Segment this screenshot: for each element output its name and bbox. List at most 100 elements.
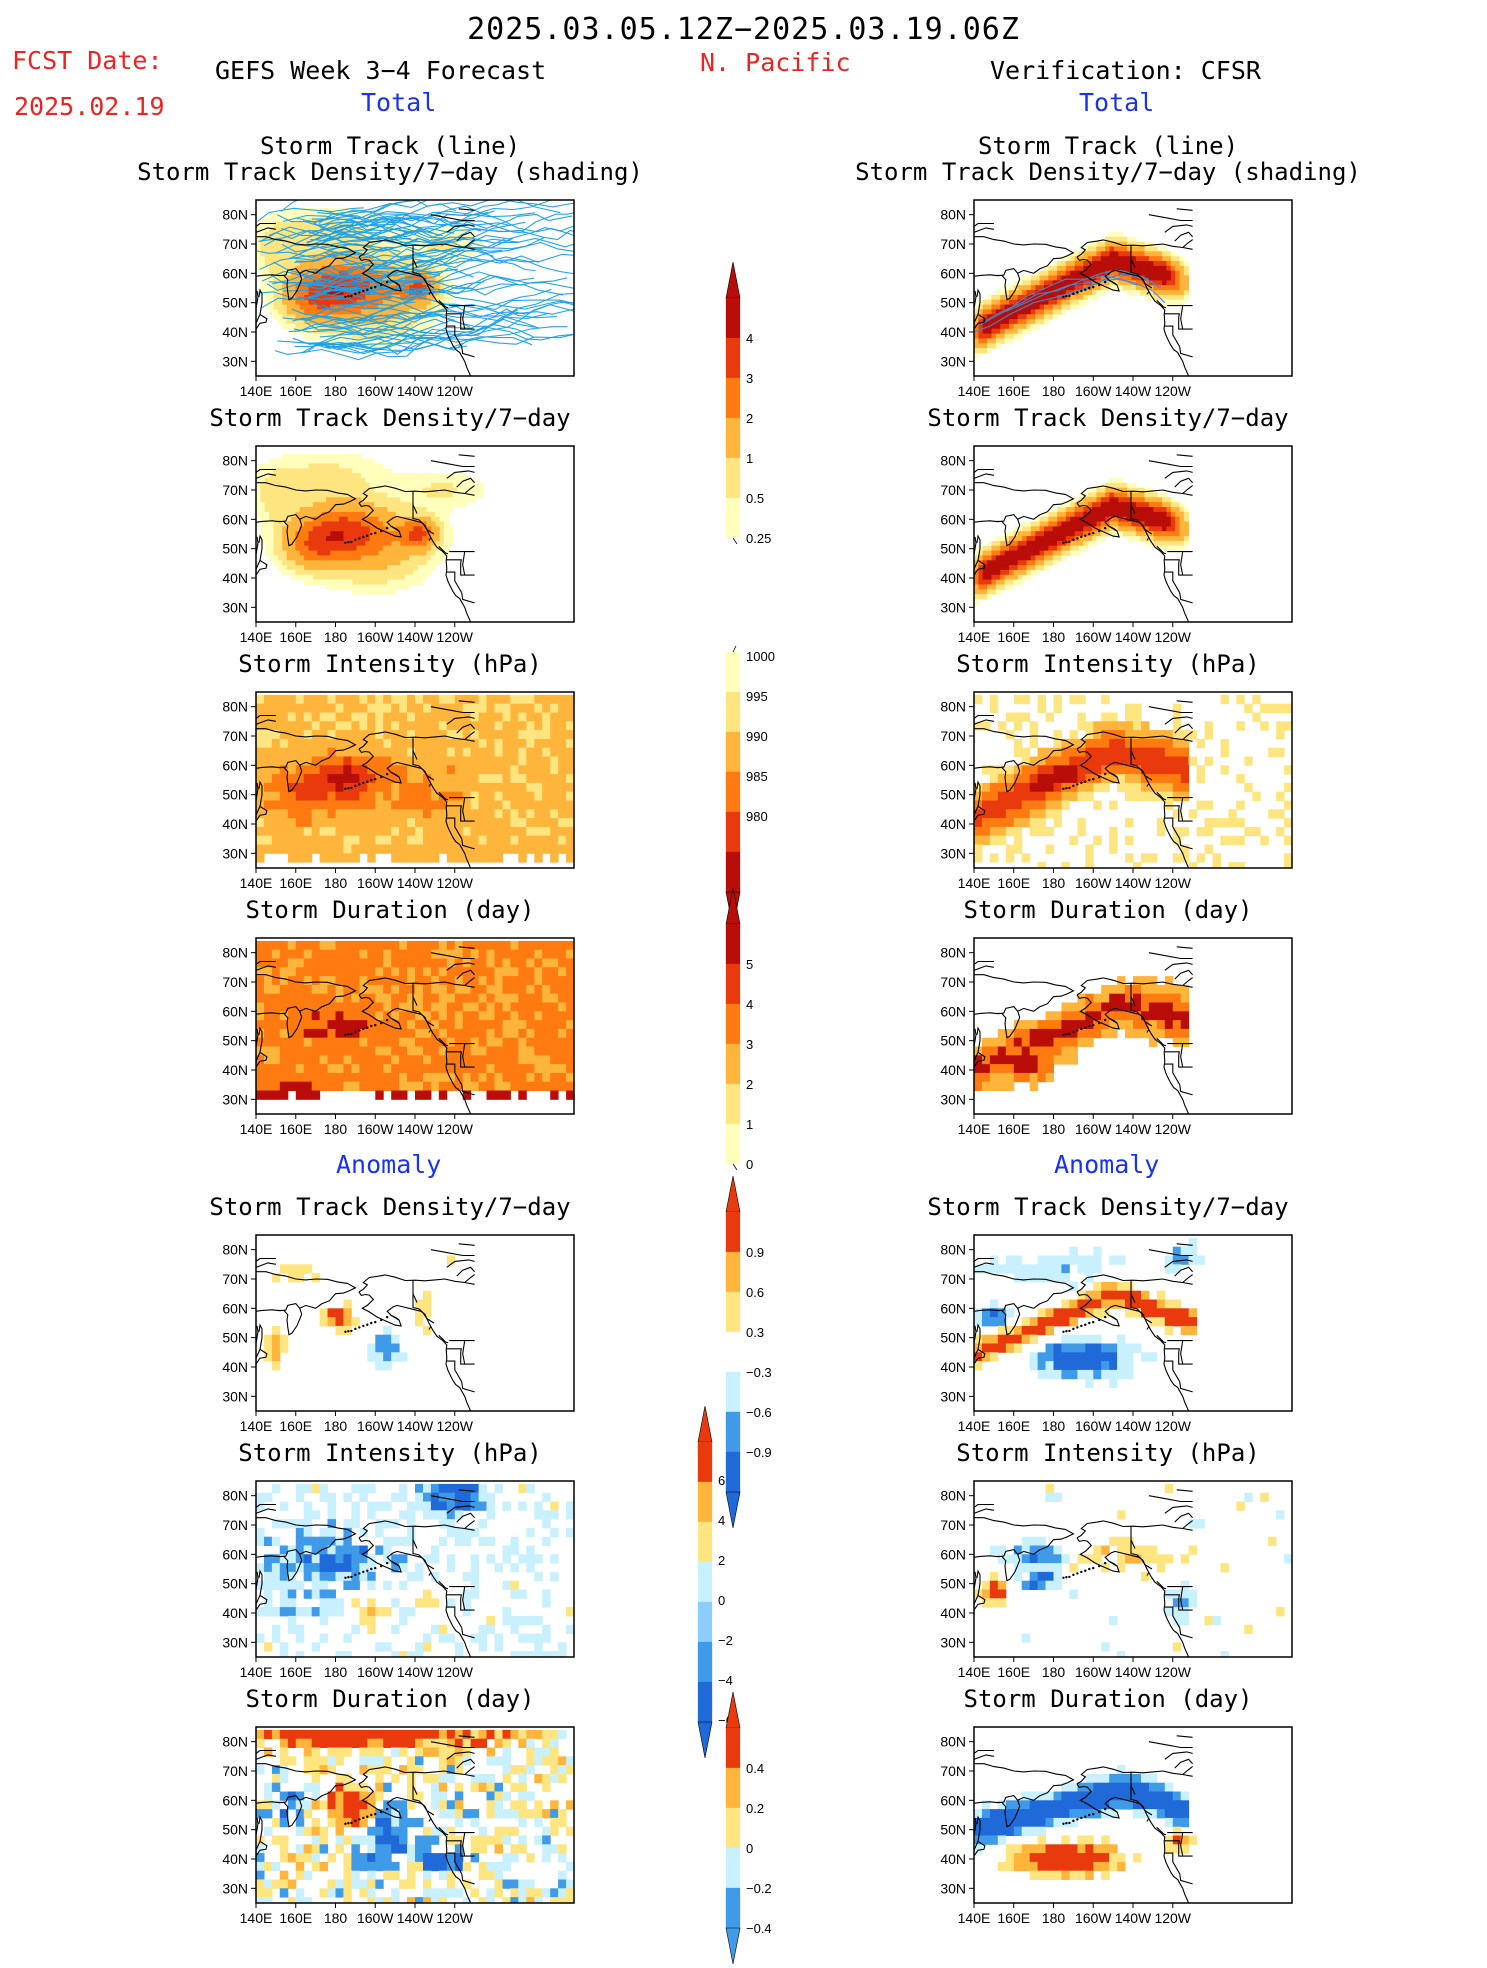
lon-tick-label: 160E: [279, 1418, 312, 1434]
colorbar-tick-label: 3: [746, 1037, 753, 1052]
lon-tick-label: 180: [324, 1121, 348, 1137]
lat-tick-label: 60N: [222, 1003, 248, 1019]
lat-tick-label: 80N: [940, 453, 966, 469]
colorbar-tick-label: −4: [718, 1673, 733, 1688]
lon-tick-label: 160E: [997, 629, 1030, 645]
lat-tick-label: 50N: [222, 1330, 248, 1346]
lon-tick-label: 120W: [436, 1910, 473, 1926]
lat-tick-label: 30N: [940, 1880, 966, 1896]
title-duration-anom-left: Storm Duration (day): [160, 1685, 620, 1713]
colorbar-tick-label: 980: [746, 809, 768, 824]
lat-tick-label: 60N: [940, 511, 966, 527]
colorbar-tick-label: −0.3: [746, 1365, 772, 1380]
lon-tick-label: 180: [324, 875, 348, 891]
lon-tick-label: 140W: [397, 1664, 434, 1680]
lat-tick-label: 60N: [222, 757, 248, 773]
lat-tick-label: 60N: [940, 265, 966, 281]
lat-tick-label: 60N: [940, 1546, 966, 1562]
lon-tick-label: 160E: [997, 1664, 1030, 1680]
lon-tick-label: 160E: [279, 1121, 312, 1137]
lat-tick-label: 50N: [222, 541, 248, 557]
colorbar-tick-label: 990: [746, 729, 768, 744]
lat-tick-label: 30N: [222, 1634, 248, 1650]
lon-tick-label: 140W: [1115, 1910, 1152, 1926]
lat-tick-label: 40N: [940, 1605, 966, 1621]
lat-tick-label: 80N: [222, 1734, 248, 1750]
lat-tick-label: 70N: [940, 482, 966, 498]
lon-tick-label: 120W: [436, 875, 473, 891]
lon-tick-label: 180: [324, 383, 348, 399]
lat-tick-label: 30N: [940, 1091, 966, 1107]
lat-tick-label: 30N: [940, 845, 966, 861]
lon-tick-label: 140E: [958, 1664, 991, 1680]
lon-tick-label: 180: [1042, 1121, 1066, 1137]
lon-tick-label: 180: [1042, 1418, 1066, 1434]
lon-tick-label: 160E: [279, 629, 312, 645]
lat-tick-label: 80N: [222, 699, 248, 715]
lon-tick-label: 140W: [1115, 1121, 1152, 1137]
lat-tick-label: 70N: [940, 1271, 966, 1287]
lat-tick-label: 60N: [222, 1792, 248, 1808]
lat-tick-label: 50N: [940, 1822, 966, 1838]
lon-tick-label: 140W: [397, 1910, 434, 1926]
title-duration-left: Storm Duration (day): [160, 896, 620, 924]
lat-tick-label: 30N: [222, 845, 248, 861]
lat-tick-label: 70N: [940, 1763, 966, 1779]
lat-tick-label: 60N: [940, 1792, 966, 1808]
lat-tick-label: 80N: [222, 1488, 248, 1504]
title-density-right: Storm Track Density/7−day: [878, 404, 1338, 432]
section-anomaly-right: Anomaly: [1054, 1150, 1159, 1179]
lon-tick-label: 120W: [1154, 1418, 1191, 1434]
lon-tick-label: 140E: [240, 383, 273, 399]
lon-tick-label: 120W: [1154, 875, 1191, 891]
lat-tick-label: 40N: [940, 816, 966, 832]
colorbar-tick-label: 5: [746, 957, 753, 972]
section-total-left: Total: [361, 88, 436, 117]
lat-tick-label: 40N: [222, 570, 248, 586]
colorbar-tick-label: −0.2: [746, 1881, 772, 1896]
colorbar-tick-label: 2: [746, 1077, 753, 1092]
lon-tick-label: 180: [324, 1418, 348, 1434]
lat-tick-label: 30N: [222, 1880, 248, 1896]
lon-tick-label: 160W: [1075, 1121, 1112, 1137]
lat-tick-label: 80N: [940, 1242, 966, 1258]
lat-tick-label: 70N: [222, 236, 248, 252]
lon-tick-label: 140W: [1115, 1418, 1152, 1434]
lat-tick-label: 50N: [222, 787, 248, 803]
model-title: GEFS Week 3−4 Forecast: [215, 56, 546, 85]
section-anomaly-left: Anomaly: [336, 1150, 441, 1179]
lat-tick-label: 50N: [940, 541, 966, 557]
colorbar-svg: 0.40.20−0.2−0.4: [718, 1692, 798, 1964]
lat-tick-label: 70N: [222, 1517, 248, 1533]
colorbar-tick-label: 0.9: [746, 1245, 764, 1260]
lat-tick-label: 50N: [940, 295, 966, 311]
lat-tick-label: 30N: [940, 1634, 966, 1650]
lon-tick-label: 140E: [240, 1418, 273, 1434]
lat-tick-label: 30N: [940, 1388, 966, 1404]
fcst-date-label: FCST Date:: [12, 46, 163, 75]
lon-tick-label: 160W: [357, 1418, 394, 1434]
lon-tick-label: 140E: [958, 875, 991, 891]
lon-tick-label: 140E: [958, 1121, 991, 1137]
lat-tick-label: 60N: [222, 511, 248, 527]
lon-tick-label: 120W: [1154, 1664, 1191, 1680]
lat-tick-label: 30N: [940, 599, 966, 615]
colorbar-tick-label: 2: [746, 411, 753, 426]
lat-tick-label: 70N: [222, 728, 248, 744]
lon-tick-label: 140E: [240, 875, 273, 891]
